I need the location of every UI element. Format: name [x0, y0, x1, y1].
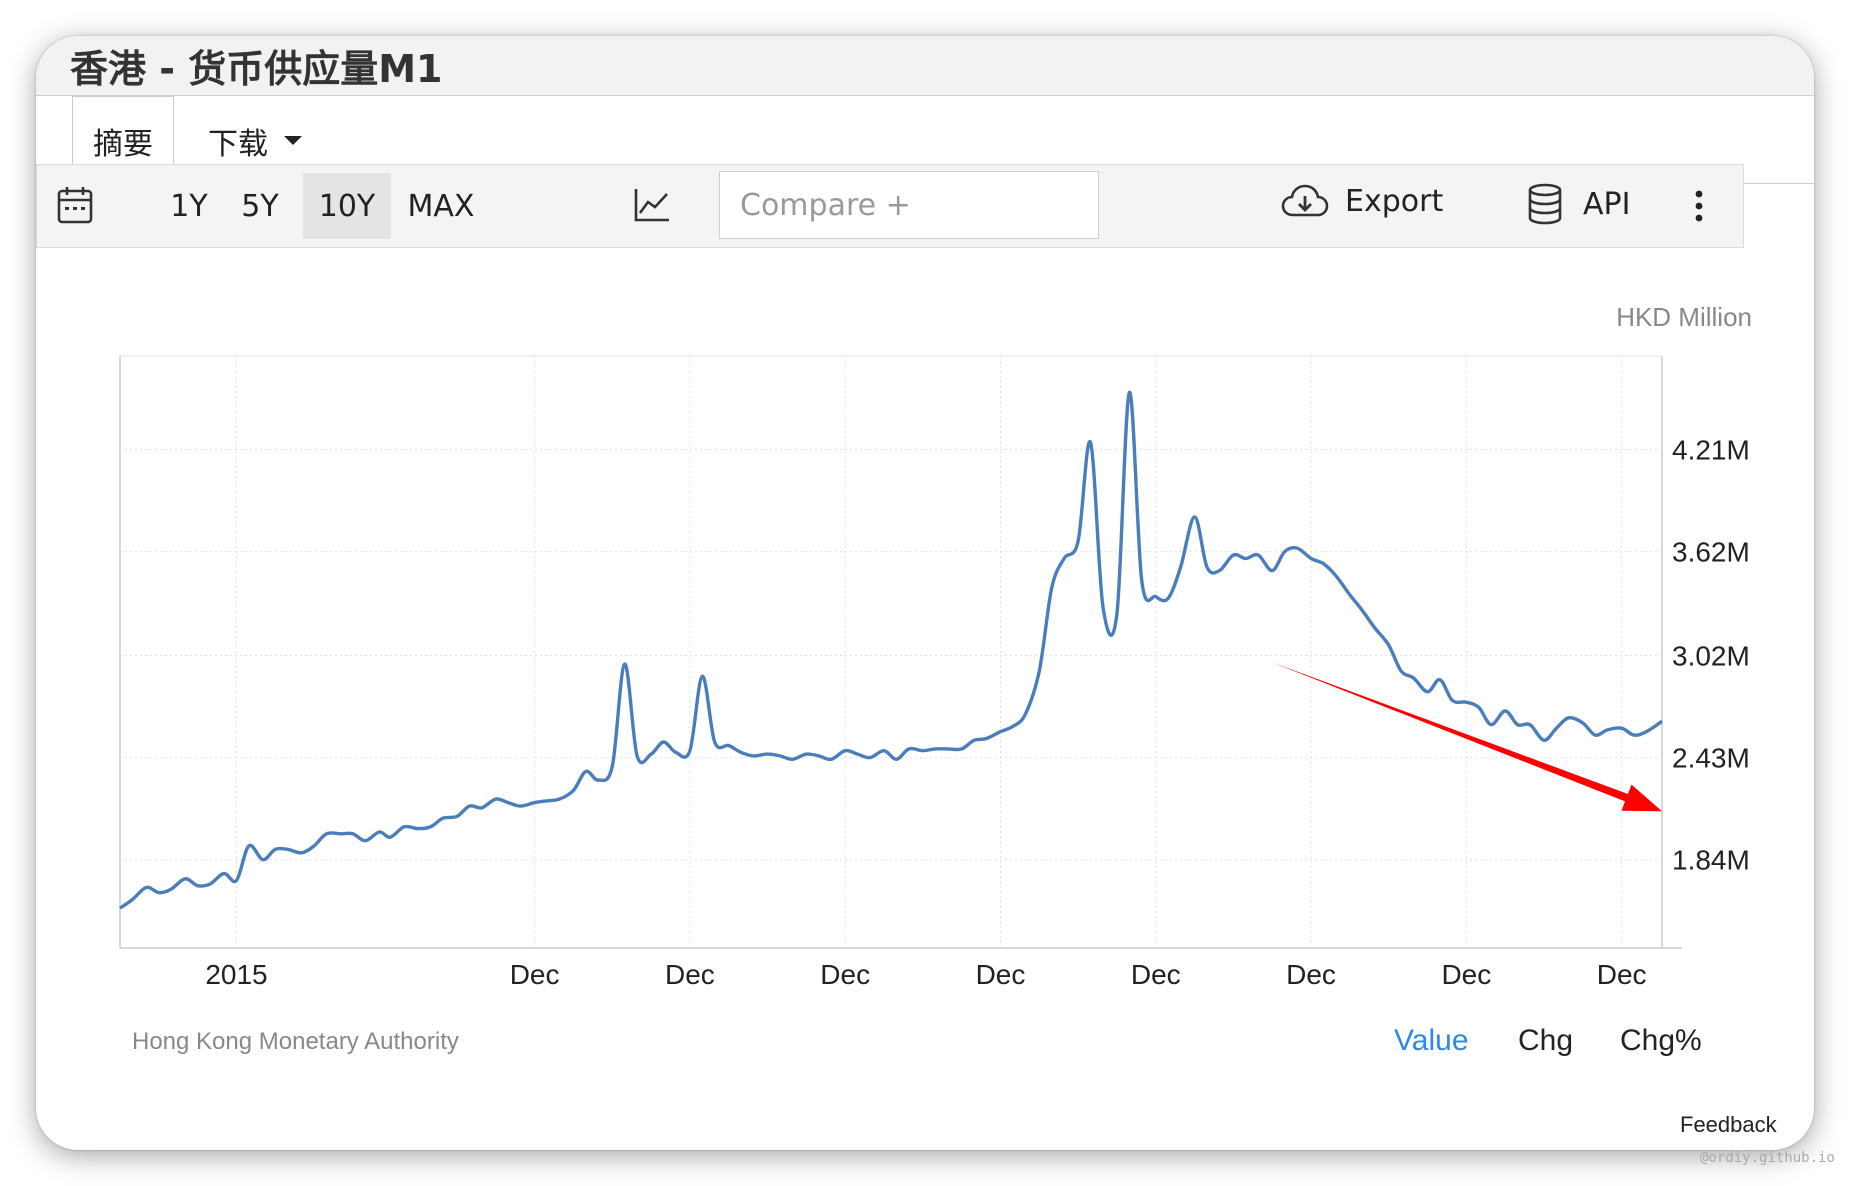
range-10y-button[interactable]: 10Y [303, 173, 391, 239]
mode-value-label: Value [1394, 1024, 1469, 1057]
range-max-label: MAX [407, 188, 475, 224]
mode-chg-button[interactable]: Chg [1518, 1024, 1573, 1058]
compare-input[interactable]: Compare + [719, 171, 1099, 239]
tab-download-label: 下载 [208, 126, 268, 162]
range-5y-label: 5Y [241, 188, 279, 224]
export-button[interactable]: Export [1281, 181, 1443, 221]
title-bar: 香港 - 货币供应量M1 [36, 36, 1814, 96]
watermark: @ordiy.github.io [1700, 1150, 1835, 1166]
calendar-icon [57, 187, 93, 224]
mode-value-button[interactable]: Value [1394, 1024, 1469, 1058]
calendar-button[interactable] [57, 185, 93, 225]
range-5y-button[interactable]: 5Y [229, 173, 291, 239]
chart-toolbar: 1Y 5Y 10Y MAX Compare + Export API [36, 164, 1744, 248]
unit-label: HKD Million [1616, 302, 1752, 332]
api-label: API [1583, 186, 1631, 222]
kebab-menu-icon [1695, 190, 1703, 222]
page-title: 香港 - 货币供应量M1 [70, 47, 443, 91]
more-options-button[interactable] [1693, 189, 1705, 223]
data-source: Hong Kong Monetary Authority [132, 1028, 459, 1055]
mode-chg-pct-label: Chg% [1620, 1024, 1702, 1057]
compare-placeholder: Compare + [740, 187, 911, 223]
cloud-download-icon [1281, 184, 1329, 217]
mode-chg-pct-button[interactable]: Chg% [1620, 1024, 1702, 1058]
feedback-link[interactable]: Feedback [1680, 1112, 1777, 1137]
tab-download[interactable]: 下载 [194, 96, 314, 185]
range-1y-label: 1Y [170, 188, 208, 224]
line-chart-icon [634, 189, 669, 222]
export-label: Export [1345, 183, 1444, 219]
range-max-button[interactable]: MAX [397, 173, 485, 239]
range-1y-button[interactable]: 1Y [161, 173, 217, 239]
tab-summary-label: 摘要 [93, 127, 153, 162]
database-icon [1528, 183, 1562, 225]
caret-down-icon [284, 136, 302, 145]
mode-chg-label: Chg [1518, 1024, 1574, 1057]
range-10y-label: 10Y [318, 188, 376, 224]
chart-type-button[interactable] [633, 187, 671, 223]
api-button[interactable]: API [1527, 183, 1630, 225]
